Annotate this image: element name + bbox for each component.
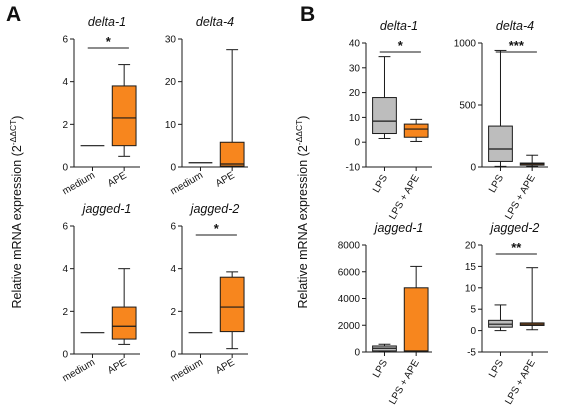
y-tick-label: 4 <box>170 264 176 275</box>
y-tick-label: 0 <box>62 163 68 174</box>
y-tick-label: 20 <box>349 88 361 99</box>
x-category-label: medium <box>169 170 205 197</box>
box-iqr <box>219 276 245 333</box>
x-category-label: medium <box>61 357 97 384</box>
x-category-label: LPS <box>371 358 390 380</box>
x-category-label: APE <box>106 357 129 377</box>
plot-title: delta-4 <box>496 19 534 33</box>
y-tick-label: 2 <box>170 307 176 318</box>
plot-title: jagged-2 <box>489 221 540 235</box>
x-category-label: LPS <box>487 173 506 195</box>
y-tick-label: 6000 <box>338 267 361 278</box>
y-tick-label: 40 <box>349 39 361 50</box>
y-axis-label-a: Relative mRNA expression (2-ΔΔCT) <box>8 116 24 309</box>
significance-marker: * <box>214 221 220 236</box>
panel-letter-b: B <box>300 3 315 26</box>
box-iqr <box>111 85 137 147</box>
y-tick-label: 6 <box>62 222 68 233</box>
y-tick-label: 6 <box>62 35 68 46</box>
y-tick-label: 0 <box>62 350 68 361</box>
x-category-label: LPS + APE <box>387 173 422 222</box>
y-tick-label: 30 <box>165 35 177 46</box>
x-category-label: LPS + APE <box>387 358 422 407</box>
box-iqr <box>372 97 397 135</box>
panel-b-header: B <box>300 3 315 26</box>
y-tick-label: 2 <box>62 307 68 318</box>
x-category-label: LPS + APE <box>503 358 538 407</box>
x-category-label: medium <box>169 357 205 384</box>
y-axis-label-b: Relative mRNA expression (2-ΔΔCT) <box>294 116 310 309</box>
x-category-label: LPS <box>371 173 390 195</box>
y-tick-label: 0 <box>170 350 176 361</box>
y-tick-label: 1000 <box>454 39 477 50</box>
plot-title: jagged-1 <box>373 221 424 235</box>
significance-marker: *** <box>509 38 525 53</box>
y-tick-label: 500 <box>459 101 476 112</box>
y-tick-label: 0 <box>470 163 476 174</box>
y-tick-label: -5 <box>467 348 476 359</box>
x-category-label: APE <box>106 170 129 190</box>
panel-letter-a: A <box>6 3 21 26</box>
y-tick-label: 4000 <box>338 294 361 305</box>
y-tick-label: 10 <box>165 120 177 131</box>
plot-title: jagged-1 <box>81 202 132 216</box>
box-iqr <box>219 141 245 167</box>
y-tick-label: 10 <box>465 283 477 294</box>
y-tick-label: 0 <box>470 326 476 337</box>
y-tick-label: 6 <box>170 222 176 233</box>
y-tick-label: -10 <box>346 163 361 174</box>
y-tick-label: 2 <box>62 120 68 131</box>
y-tick-label: 10 <box>349 113 361 124</box>
box-iqr <box>488 125 513 162</box>
y-tick-label: 0 <box>170 163 176 174</box>
significance-marker: ** <box>511 240 522 255</box>
x-category-label: medium <box>61 170 97 197</box>
panel-a-header: A <box>6 3 21 26</box>
y-tick-label: 20 <box>165 77 177 88</box>
x-category-label: LPS <box>487 358 506 380</box>
x-category-label: APE <box>214 170 237 190</box>
box-iqr <box>403 123 429 138</box>
y-axis-label-b-close: ) <box>296 116 310 120</box>
plot-2: delta-4 0 10 20 30 medium APE <box>165 15 248 197</box>
y-axis-label-b-main: Relative mRNA expression (2 <box>296 145 310 308</box>
plot-1: delta-1 0 2 4 6 medium APE * <box>61 15 140 197</box>
y-axis-label-a-close: ) <box>10 116 24 120</box>
significance-marker: * <box>106 34 112 49</box>
y-axis-label-a-main: Relative mRNA expression (2 <box>10 145 24 308</box>
y-tick-label: 15 <box>465 262 477 273</box>
y-tick-label: 4 <box>62 264 68 275</box>
y-tick-label: 8000 <box>338 241 361 252</box>
plot-4: jagged-2 0 2 4 6 medium APE * <box>169 202 248 384</box>
y-axis-label-b-sup: -ΔΔCT <box>294 120 304 146</box>
y-tick-label: 30 <box>349 63 361 74</box>
plot-3: jagged-1 0 2 4 6 medium APE <box>61 202 140 384</box>
significance-marker: * <box>398 38 404 53</box>
y-tick-label: 2000 <box>338 321 361 332</box>
y-tick-label: 20 <box>465 241 477 252</box>
box-iqr <box>111 306 137 340</box>
plot-title: delta-1 <box>380 19 418 33</box>
y-tick-label: 5 <box>470 305 476 316</box>
y-tick-label: 0 <box>354 138 360 149</box>
y-tick-label: 4 <box>62 77 68 88</box>
x-category-label: APE <box>214 357 237 377</box>
y-axis-label-a-sup: -ΔΔCT <box>8 120 18 146</box>
plot-title: delta-4 <box>196 15 234 29</box>
plot-title: delta-1 <box>88 15 126 29</box>
plot-title: jagged-2 <box>189 202 240 216</box>
box-iqr <box>403 287 429 352</box>
x-category-label: LPS + APE <box>503 173 538 222</box>
y-tick-label: 0 <box>354 348 360 359</box>
